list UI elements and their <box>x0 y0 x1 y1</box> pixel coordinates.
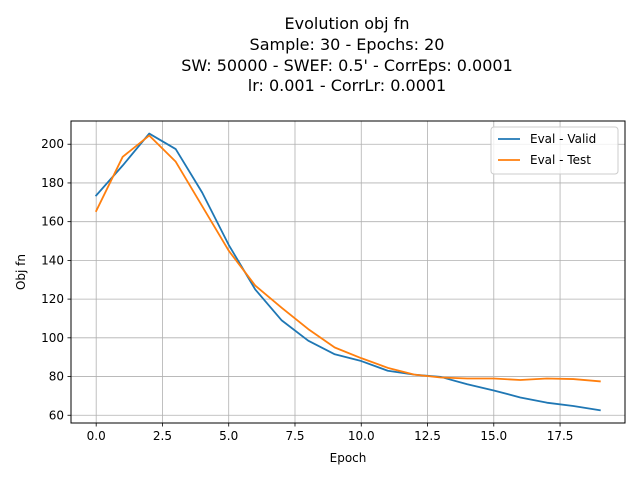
x-ticks: 0.0 2.5 5.0 7.5 10.0 12.5 15.0 17.5 <box>87 423 574 443</box>
chart-title-line-2: Sample: 30 - Epochs: 20 <box>250 35 445 54</box>
x-tick-label: 2.5 <box>153 429 172 443</box>
series-line-eval-test <box>94 134 601 383</box>
x-tick-label: 15.0 <box>480 429 507 443</box>
y-tick-label: 200 <box>41 137 64 151</box>
x-tick-label: 17.5 <box>547 429 574 443</box>
x-tick-label: 12.5 <box>414 429 441 443</box>
legend-label-eval-test: Eval - Test <box>530 153 591 167</box>
y-tick-label: 60 <box>49 408 64 422</box>
x-axis-label: Epoch <box>330 451 367 465</box>
y-axis-label: Obj fn <box>14 254 28 290</box>
x-tick-label: 10.0 <box>348 429 375 443</box>
series-line-eval-valid <box>94 132 601 412</box>
chart-title-line-4: lr: 0.001 - CorrLr: 0.0001 <box>248 76 446 95</box>
series-lines <box>94 132 601 412</box>
x-tick-label: 7.5 <box>285 429 304 443</box>
y-tick-label: 100 <box>41 331 64 345</box>
y-tick-label: 160 <box>41 215 64 229</box>
y-tick-label: 180 <box>41 176 64 190</box>
chart-title-line-3: SW: 50000 - SWEF: 0.5' - CorrEps: 0.0001 <box>181 56 513 75</box>
chart-title-line-1: Evolution obj fn <box>285 14 410 33</box>
y-tick-label: 120 <box>41 292 64 306</box>
legend: Eval - Valid Eval - Test <box>490 126 619 175</box>
x-tick-label: 5.0 <box>219 429 238 443</box>
legend-label-eval-valid: Eval - Valid <box>530 132 596 146</box>
axes-frame <box>70 120 626 424</box>
y-tick-label: 80 <box>49 370 64 384</box>
legend-box <box>490 126 619 175</box>
y-ticks: 60 80 100 120 140 160 180 200 <box>41 137 71 422</box>
x-tick-label: 0.0 <box>87 429 106 443</box>
y-tick-label: 140 <box>41 253 64 267</box>
